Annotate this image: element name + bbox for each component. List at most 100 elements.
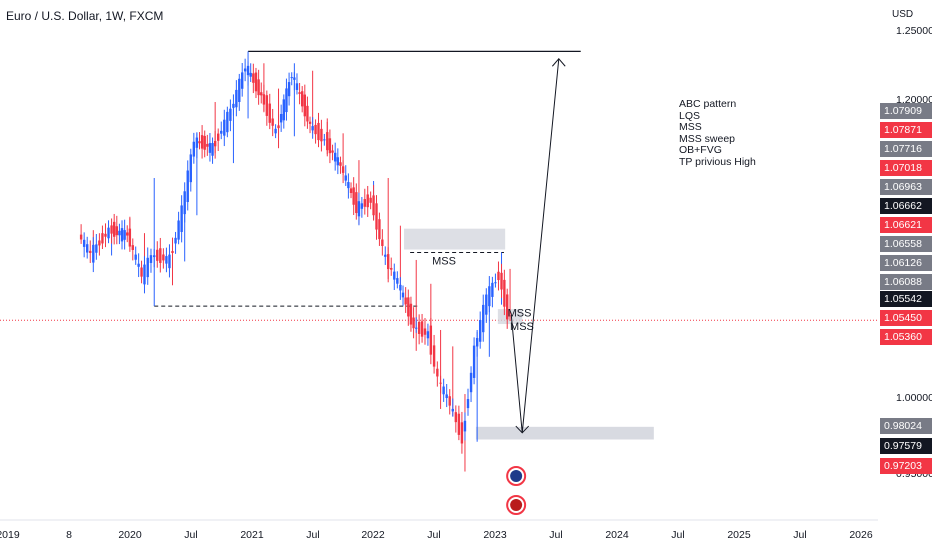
candle-body bbox=[277, 125, 280, 129]
y-tick-label: 1.00000 bbox=[896, 392, 932, 404]
x-tick-label: 8 bbox=[66, 529, 72, 541]
candle-body bbox=[217, 133, 220, 141]
eu-flag-icon bbox=[510, 470, 523, 482]
candle-body bbox=[211, 143, 214, 156]
candle-body bbox=[463, 420, 467, 432]
candle-body bbox=[95, 244, 98, 253]
candle-body bbox=[149, 255, 153, 263]
candle-body bbox=[200, 135, 204, 149]
candle-body bbox=[98, 240, 101, 246]
candle-body bbox=[206, 143, 209, 147]
candle-body bbox=[404, 297, 407, 305]
candle-body bbox=[393, 271, 396, 280]
candle-body bbox=[232, 103, 235, 108]
candle-body bbox=[333, 152, 337, 162]
candle-body bbox=[223, 119, 226, 136]
candle-body bbox=[101, 233, 104, 244]
x-tick-label: 2024 bbox=[605, 529, 629, 541]
candle-body bbox=[143, 264, 146, 285]
candle-body bbox=[417, 321, 421, 334]
candle-body bbox=[118, 230, 121, 236]
candle-body bbox=[412, 317, 415, 329]
currency-label: USD bbox=[892, 9, 914, 20]
candle-body bbox=[180, 205, 183, 232]
note-lqs: LQS bbox=[679, 109, 701, 122]
x-tick-label: Jul bbox=[427, 529, 441, 541]
candle-body bbox=[494, 282, 497, 284]
candle-body bbox=[229, 108, 232, 121]
candle-body bbox=[134, 254, 137, 260]
candle-body bbox=[500, 272, 503, 290]
candle-body bbox=[352, 187, 355, 205]
x-tick-label: 2026 bbox=[849, 529, 873, 541]
candle-body bbox=[432, 345, 436, 367]
candle-body bbox=[363, 199, 366, 207]
price-badge: 1.05542 bbox=[880, 291, 932, 307]
candle-body bbox=[300, 91, 304, 107]
candle-body bbox=[123, 230, 126, 240]
candle-body bbox=[454, 412, 458, 423]
candle-body bbox=[257, 79, 260, 96]
candle-body bbox=[326, 132, 329, 151]
price-badge: 1.06963 bbox=[880, 179, 932, 195]
candle-body bbox=[439, 382, 442, 384]
candle-body bbox=[279, 113, 283, 123]
candle-body bbox=[415, 327, 418, 329]
candle-body bbox=[249, 72, 252, 77]
candle-body bbox=[355, 192, 358, 214]
candle-body bbox=[285, 88, 288, 113]
candle-body bbox=[137, 263, 140, 267]
candle-body bbox=[475, 338, 479, 347]
price-badge: 0.98024 bbox=[880, 418, 932, 434]
candle-body bbox=[82, 239, 86, 247]
candle-body bbox=[120, 228, 124, 242]
candle-body bbox=[146, 257, 149, 278]
candle-body bbox=[290, 77, 293, 79]
candle-body bbox=[423, 328, 427, 335]
candle-body bbox=[112, 221, 116, 237]
strategy-notes: ABC pattern LQS MSS MSS sweep OB+FVG TP … bbox=[679, 98, 756, 169]
candle-body bbox=[472, 345, 476, 378]
candle-body bbox=[241, 72, 244, 89]
candle-body bbox=[274, 128, 277, 134]
candle-body bbox=[243, 68, 247, 72]
price-badge: 0.97203 bbox=[880, 458, 932, 474]
candle-body bbox=[409, 303, 413, 325]
candle-body bbox=[311, 126, 314, 131]
candle-body bbox=[306, 105, 309, 122]
candle-body bbox=[287, 82, 291, 97]
note-abc-pattern: ABC pattern bbox=[679, 98, 737, 110]
candle-body bbox=[226, 111, 229, 133]
candle-body bbox=[347, 182, 350, 189]
x-tick-label: Jul bbox=[671, 529, 685, 541]
candle-body bbox=[384, 254, 387, 257]
candle-body bbox=[238, 78, 241, 103]
candle-body bbox=[110, 225, 113, 234]
candle-body bbox=[262, 94, 266, 105]
candle-body bbox=[317, 122, 320, 141]
candle-body bbox=[260, 92, 263, 96]
candle-body bbox=[254, 72, 258, 92]
candle-body bbox=[436, 368, 439, 377]
candle-body bbox=[298, 92, 301, 94]
candle-body bbox=[220, 130, 223, 134]
candle-body bbox=[460, 422, 464, 444]
candle-body bbox=[360, 203, 364, 209]
x-tick-label: 2021 bbox=[240, 529, 264, 541]
projection-arrowhead-up bbox=[551, 58, 566, 67]
candle-body bbox=[104, 233, 107, 237]
candle-body bbox=[357, 201, 361, 217]
price-badge: 1.06126 bbox=[880, 255, 932, 271]
candle-body bbox=[246, 65, 250, 76]
projection-path bbox=[510, 58, 560, 433]
candle-body bbox=[165, 256, 168, 264]
candle-body bbox=[268, 103, 271, 123]
candle-body bbox=[503, 279, 506, 307]
price-badge: 1.07018 bbox=[880, 160, 932, 176]
symbol-title[interactable]: Euro / U.S. Dollar, 1W, FXCM bbox=[6, 9, 164, 23]
price-badge: 1.07716 bbox=[880, 141, 932, 157]
candle-body bbox=[369, 197, 372, 203]
x-tick-label: Jul bbox=[184, 529, 198, 541]
